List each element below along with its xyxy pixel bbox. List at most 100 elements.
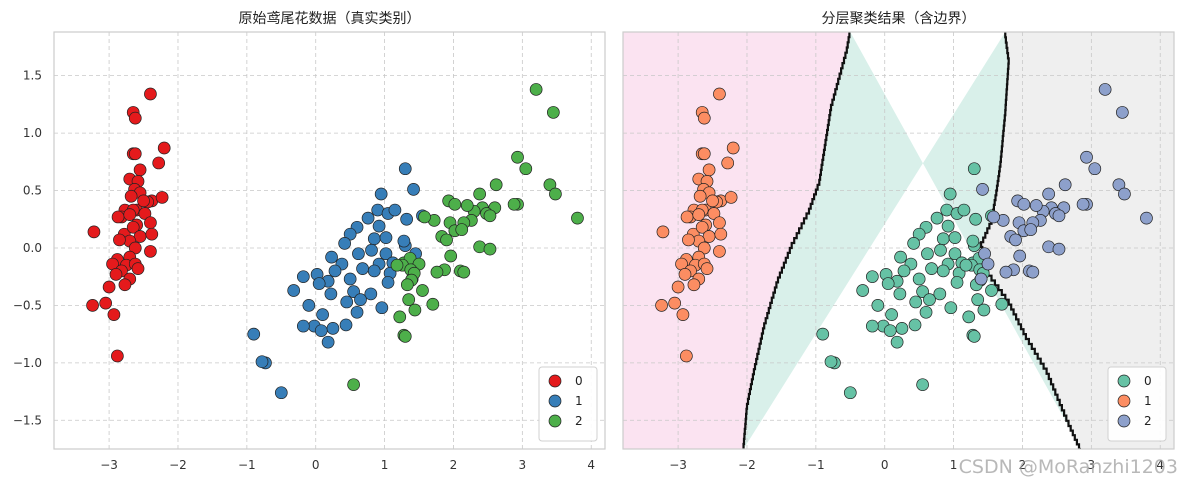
data-point-class-1 bbox=[321, 335, 335, 349]
data-point-class-2 bbox=[1098, 83, 1112, 96]
data-point-class-0 bbox=[967, 330, 981, 343]
data-point-class-0 bbox=[985, 284, 998, 297]
data-point-class-2 bbox=[440, 233, 453, 247]
data-point-class-0 bbox=[107, 308, 121, 321]
x-tick-label: 1 bbox=[950, 458, 958, 472]
region-1 bbox=[623, 32, 851, 449]
data-point-class-0 bbox=[128, 241, 142, 255]
data-point-class-1 bbox=[367, 264, 381, 278]
watermark-text: CSDN @MoRanzhi1203 bbox=[958, 456, 1178, 478]
x-tick-label: 2 bbox=[450, 458, 458, 472]
x-tick-label: −3 bbox=[669, 458, 687, 472]
data-point-class-0 bbox=[87, 225, 101, 239]
plot-background bbox=[54, 32, 605, 449]
data-point-class-0 bbox=[126, 220, 140, 234]
data-point-class-2 bbox=[529, 83, 543, 96]
data-point-class-0 bbox=[925, 262, 938, 275]
legend-label: 2 bbox=[1144, 414, 1152, 428]
data-point-class-0 bbox=[959, 258, 973, 272]
data-point-class-0 bbox=[109, 268, 123, 281]
data-point-class-0 bbox=[137, 194, 150, 208]
x-tick-label: 4 bbox=[587, 458, 595, 472]
data-point-class-0 bbox=[152, 156, 166, 170]
data-point-class-1 bbox=[706, 194, 719, 208]
data-point-class-1 bbox=[312, 277, 326, 290]
data-point-class-2 bbox=[511, 150, 524, 164]
legend-box bbox=[1107, 366, 1167, 442]
y-tick-label: 0.0 bbox=[23, 241, 42, 255]
data-point-class-0 bbox=[941, 219, 955, 233]
legend-marker bbox=[1117, 414, 1131, 428]
data-point-class-2 bbox=[1058, 178, 1072, 192]
data-point-class-2 bbox=[402, 293, 416, 307]
data-point-class-1 bbox=[397, 234, 411, 248]
data-point-class-2 bbox=[460, 199, 474, 212]
data-point-class-1 bbox=[726, 141, 740, 155]
legend-marker bbox=[548, 374, 562, 388]
data-point-class-1 bbox=[296, 270, 310, 284]
data-point-class-1 bbox=[343, 227, 357, 241]
data-point-class-2 bbox=[549, 187, 562, 201]
data-point-class-0 bbox=[895, 322, 909, 335]
data-point-class-2 bbox=[1080, 150, 1093, 164]
data-point-class-0 bbox=[155, 191, 169, 204]
legend-marker bbox=[1117, 374, 1131, 388]
data-point-class-0 bbox=[86, 299, 99, 312]
data-point-class-2 bbox=[1112, 178, 1126, 192]
region-2 bbox=[981, 32, 1174, 449]
data-point-class-0 bbox=[912, 272, 926, 286]
data-point-class-0 bbox=[881, 277, 895, 290]
data-point-class-2 bbox=[999, 265, 1013, 279]
data-point-class-0 bbox=[890, 335, 904, 349]
decision-boundary-1 bbox=[980, 32, 1081, 449]
data-point-class-0 bbox=[883, 324, 897, 338]
data-point-class-2 bbox=[347, 378, 360, 392]
data-point-class-0 bbox=[919, 305, 933, 319]
data-point-class-1 bbox=[379, 231, 393, 244]
data-point-class-1 bbox=[340, 295, 354, 309]
data-point-class-2 bbox=[1029, 199, 1043, 212]
data-point-class-0 bbox=[909, 295, 923, 309]
data-point-class-0 bbox=[99, 296, 113, 310]
data-point-class-1 bbox=[400, 212, 413, 226]
data-point-class-0 bbox=[128, 111, 142, 125]
data-point-class-1 bbox=[296, 319, 310, 333]
data-point-class-2 bbox=[455, 223, 469, 236]
x-tick-label: 2 bbox=[1019, 458, 1027, 472]
data-point-class-1 bbox=[388, 203, 402, 217]
data-point-class-1 bbox=[724, 191, 738, 204]
data-point-class-0 bbox=[948, 231, 962, 244]
data-point-class-0 bbox=[865, 270, 879, 284]
data-point-class-1 bbox=[338, 237, 352, 250]
data-point-class-0 bbox=[843, 386, 857, 400]
data-point-class-2 bbox=[426, 297, 440, 311]
data-point-class-0 bbox=[967, 162, 981, 176]
data-point-class-0 bbox=[944, 301, 958, 315]
data-point-class-0 bbox=[885, 308, 898, 321]
data-point-class-1 bbox=[702, 163, 716, 177]
data-point-class-1 bbox=[356, 262, 369, 275]
data-point-class-2 bbox=[546, 106, 560, 119]
data-point-class-2 bbox=[1088, 162, 1102, 176]
data-point-class-2 bbox=[1052, 242, 1066, 256]
data-point-class-0 bbox=[977, 303, 991, 317]
chart-panel-0: 原始鸢尾花数据（真实类别） −3 −2 −1 0 1 2 3 4 −1.5 −1.0 −0.5 0.0 0… bbox=[13, 11, 606, 472]
data-point-class-1 bbox=[326, 322, 340, 335]
data-point-class-2 bbox=[408, 303, 422, 317]
data-point-class-0 bbox=[936, 264, 950, 278]
data-point-class-2 bbox=[393, 310, 407, 324]
data-point-class-0 bbox=[865, 319, 879, 333]
data-point-class-1 bbox=[713, 87, 726, 101]
x-tick-label: −2 bbox=[169, 458, 187, 472]
data-point-class-2 bbox=[489, 178, 503, 192]
data-point-class-1 bbox=[713, 216, 726, 230]
plot-area bbox=[54, 32, 605, 449]
data-point-class-1 bbox=[367, 232, 381, 246]
x-tick-label: 3 bbox=[519, 458, 527, 472]
data-point-class-0 bbox=[916, 285, 929, 298]
data-point-class-2 bbox=[976, 183, 989, 196]
data-point-class-0 bbox=[111, 210, 125, 224]
data-point-class-1 bbox=[697, 111, 711, 125]
data-point-class-1 bbox=[668, 296, 682, 310]
data-point-class-0 bbox=[145, 227, 159, 241]
